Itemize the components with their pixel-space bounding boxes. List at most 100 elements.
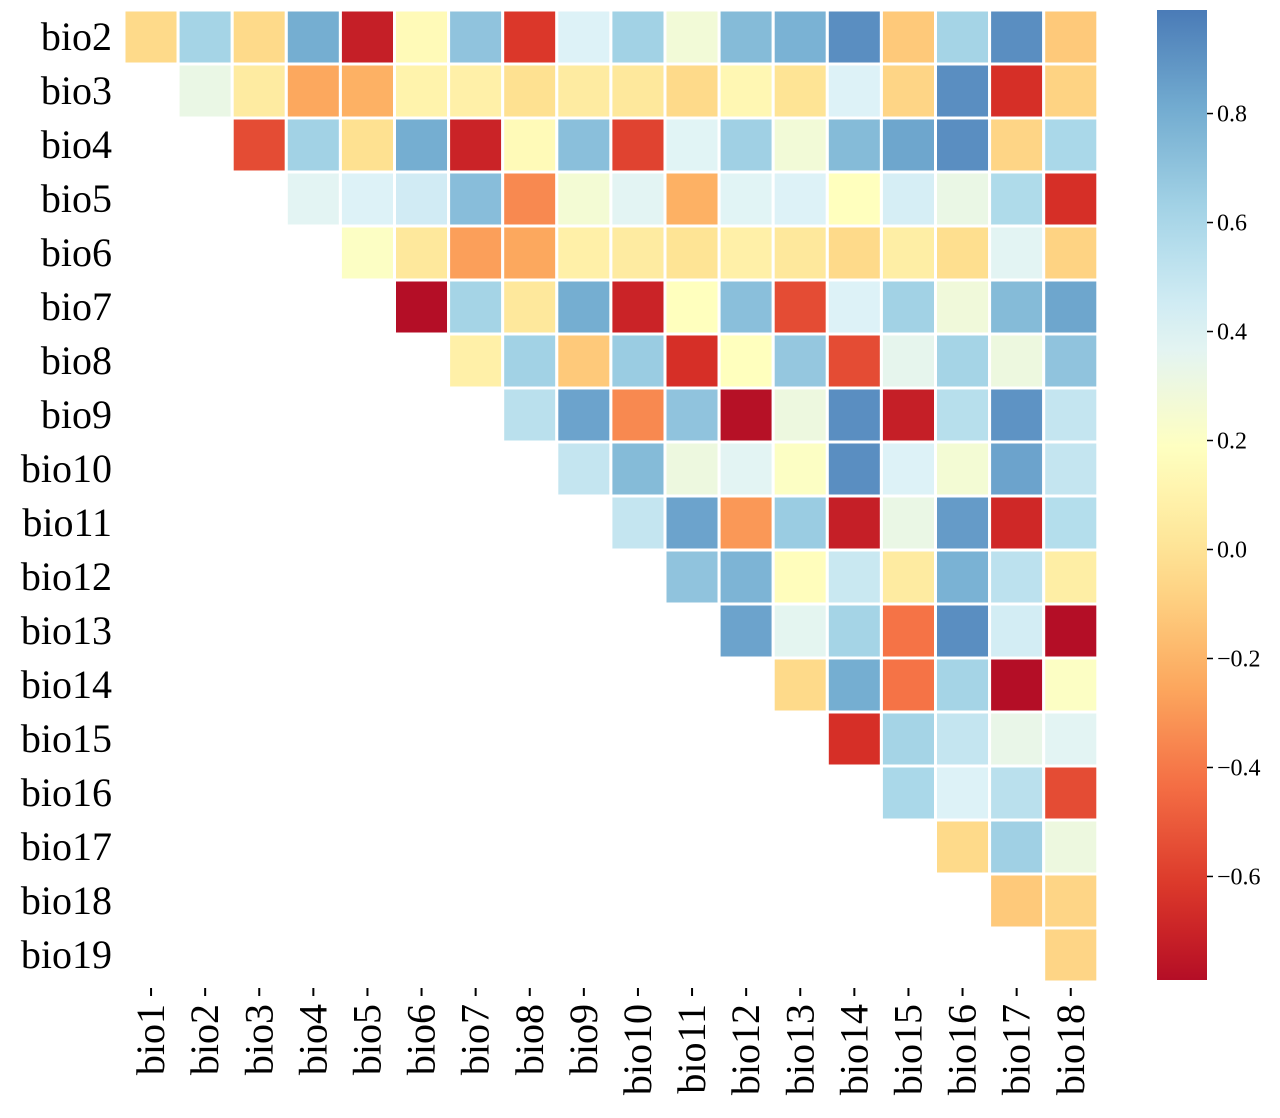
cell-bio13-bio18 xyxy=(1042,602,1100,660)
y-tick-label: bio19 xyxy=(21,932,112,977)
x-tick-label: bio1 xyxy=(128,1004,173,1075)
cell-bio4-bio6 xyxy=(393,116,451,174)
cell-bio11-bio11 xyxy=(663,494,721,552)
cell-bio2-bio12 xyxy=(717,8,775,66)
cell-bio3-bio8 xyxy=(501,62,559,120)
cell-bio2-bio6 xyxy=(393,8,451,66)
cell-bio15-bio18 xyxy=(1042,710,1100,768)
cell-bio7-bio15 xyxy=(879,278,938,336)
cell-bio10-bio17 xyxy=(988,440,1046,498)
cell-bio15-bio15 xyxy=(879,710,938,768)
cell-bio8-bio18 xyxy=(1042,332,1100,390)
cell-bio7-bio13 xyxy=(771,278,829,336)
cell-bio12-bio12 xyxy=(717,548,775,606)
cell-bio13-bio16 xyxy=(934,602,992,660)
cell-bio6-bio7 xyxy=(447,224,505,282)
x-tick-label: bio6 xyxy=(399,1004,444,1075)
cell-bio18-bio17 xyxy=(988,872,1046,930)
cell-bio5-bio10 xyxy=(609,170,667,228)
cell-bio6-bio8 xyxy=(501,224,559,282)
cell-bio8-bio12 xyxy=(717,332,775,390)
cell-bio5-bio7 xyxy=(447,170,505,228)
cell-bio9-bio9 xyxy=(555,386,613,444)
cell-bio5-bio4 xyxy=(284,170,342,228)
cell-bio4-bio3 xyxy=(230,116,288,174)
y-tick-label: bio6 xyxy=(41,230,112,275)
cell-bio2-bio7 xyxy=(447,8,505,66)
cell-bio3-bio16 xyxy=(934,62,992,120)
cell-bio3-bio11 xyxy=(663,62,721,120)
cell-bio16-bio16 xyxy=(934,764,992,822)
cell-bio7-bio8 xyxy=(501,278,559,336)
cell-bio7-bio6 xyxy=(393,278,451,336)
cell-bio3-bio14 xyxy=(825,62,883,120)
cell-bio5-bio15 xyxy=(879,170,938,228)
heatmap-cells xyxy=(122,8,1100,984)
cell-bio4-bio17 xyxy=(988,116,1046,174)
cell-bio4-bio18 xyxy=(1042,116,1100,174)
cell-bio13-bio15 xyxy=(879,602,938,660)
cell-bio9-bio18 xyxy=(1042,386,1100,444)
cell-bio2-bio4 xyxy=(284,8,342,66)
cell-bio7-bio11 xyxy=(663,278,721,336)
cell-bio3-bio2 xyxy=(176,62,234,120)
colorbar-tick-label: 0.4 xyxy=(1217,320,1247,346)
colorbar-tick-label: 0.0 xyxy=(1217,537,1247,563)
cell-bio4-bio4 xyxy=(284,116,342,174)
cell-bio12-bio14 xyxy=(825,548,883,606)
cell-bio7-bio12 xyxy=(717,278,775,336)
cell-bio6-bio10 xyxy=(609,224,667,282)
cell-bio9-bio13 xyxy=(771,386,829,444)
y-tick-label: bio5 xyxy=(41,176,112,221)
colorbar: −0.6 −0.4 −0.2 0.0 0.2 0.4 0.6 0.8 xyxy=(1157,10,1261,980)
cell-bio8-bio7 xyxy=(447,332,505,390)
cell-bio8-bio14 xyxy=(825,332,883,390)
cell-bio2-bio18 xyxy=(1042,8,1100,66)
cell-bio15-bio16 xyxy=(934,710,992,768)
cell-bio15-bio14 xyxy=(825,710,883,768)
cell-bio11-bio17 xyxy=(988,494,1046,552)
cell-bio16-bio15 xyxy=(879,764,938,822)
cell-bio4-bio7 xyxy=(447,116,505,174)
cell-bio5-bio18 xyxy=(1042,170,1100,228)
y-tick-label: bio13 xyxy=(21,608,112,653)
cell-bio8-bio9 xyxy=(555,332,613,390)
cell-bio2-bio14 xyxy=(825,8,883,66)
cell-bio14-bio16 xyxy=(934,656,992,714)
cell-bio12-bio18 xyxy=(1042,548,1100,606)
x-tick-label: bio13 xyxy=(777,1004,822,1095)
cell-bio12-bio16 xyxy=(934,548,992,606)
x-tick-label: bio9 xyxy=(561,1004,606,1075)
cell-bio3-bio5 xyxy=(338,62,396,120)
colorbar-gradient xyxy=(1157,10,1207,980)
cell-bio7-bio9 xyxy=(555,278,613,336)
cell-bio6-bio11 xyxy=(663,224,721,282)
x-tick-label: bio5 xyxy=(344,1004,389,1075)
cell-bio9-bio12 xyxy=(717,386,775,444)
cell-bio4-bio10 xyxy=(609,116,667,174)
x-tick-label: bio11 xyxy=(669,1004,714,1094)
cell-bio5-bio14 xyxy=(825,170,883,228)
colorbar-tick-label: −0.6 xyxy=(1217,864,1261,890)
cell-bio5-bio8 xyxy=(501,170,559,228)
cell-bio4-bio5 xyxy=(338,116,396,174)
cell-bio6-bio16 xyxy=(934,224,992,282)
cell-bio3-bio18 xyxy=(1042,62,1100,120)
cell-bio7-bio18 xyxy=(1042,278,1100,336)
cell-bio4-bio8 xyxy=(501,116,559,174)
cell-bio2-bio5 xyxy=(338,8,396,66)
cell-bio2-bio9 xyxy=(555,8,613,66)
y-tick-label: bio11 xyxy=(22,500,112,545)
cell-bio13-bio14 xyxy=(825,602,883,660)
cell-bio11-bio12 xyxy=(717,494,775,552)
y-tick-label: bio18 xyxy=(21,878,112,923)
y-tick-label: bio9 xyxy=(41,392,112,437)
colorbar-tick-label: 0.2 xyxy=(1217,429,1247,455)
y-axis: bio2 bio3 bio4 bio5 bio6 bio7 bio8 bio9 bio10 bio… xyxy=(21,14,112,977)
cell-bio4-bio16 xyxy=(934,116,992,174)
cell-bio17-bio16 xyxy=(934,818,992,876)
cell-bio7-bio7 xyxy=(447,278,505,336)
cell-bio8-bio8 xyxy=(501,332,559,390)
y-tick-label: bio12 xyxy=(21,554,112,599)
